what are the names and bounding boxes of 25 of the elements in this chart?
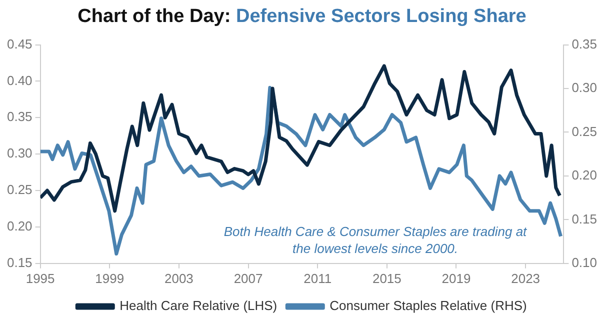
y-tick-label: 0.15 (6, 254, 32, 270)
x-tick-label: 1995 (26, 270, 55, 286)
y-tick-label: 0.45 (6, 36, 32, 52)
chart-title: Chart of the Day: Defensive Sectors Losing Share (76, 5, 528, 29)
x-tick-label: 1999 (95, 270, 124, 286)
y-tick-label: 0.40 (6, 72, 32, 88)
x-tick-label: 2007 (234, 270, 263, 286)
y2-tick-label: 0.15 (572, 211, 598, 226)
y2-tick-label: 0.20 (572, 168, 598, 183)
x-tick-label: 2015 (372, 270, 402, 286)
y2-tick-label: 0.25 (572, 124, 598, 139)
y-tick-label: 0.30 (6, 146, 32, 161)
y2-tick-label: 0.10 (572, 254, 598, 270)
legend-label: Health Care Relative (LHS) (120, 298, 278, 314)
annotation: Both Health Care & Consumer Staples are trading at the lowest levels since 2000. (224, 224, 528, 256)
legend-label: Consumer Staples Relative (RHS) (330, 298, 527, 314)
x-tick-label: 2011 (304, 270, 332, 286)
y-tick-label: 0.35 (6, 109, 32, 124)
x-tick-label: 2023 (511, 270, 540, 286)
y2-tick-label: 0.30 (572, 80, 598, 96)
y-tick-label: 0.25 (6, 182, 32, 198)
y-tick-label: 0.20 (6, 218, 32, 234)
x-tick-label: 2003 (164, 270, 194, 286)
y2-tick-label: 0.35 (572, 36, 598, 52)
x-tick-label: 2019 (442, 270, 471, 286)
